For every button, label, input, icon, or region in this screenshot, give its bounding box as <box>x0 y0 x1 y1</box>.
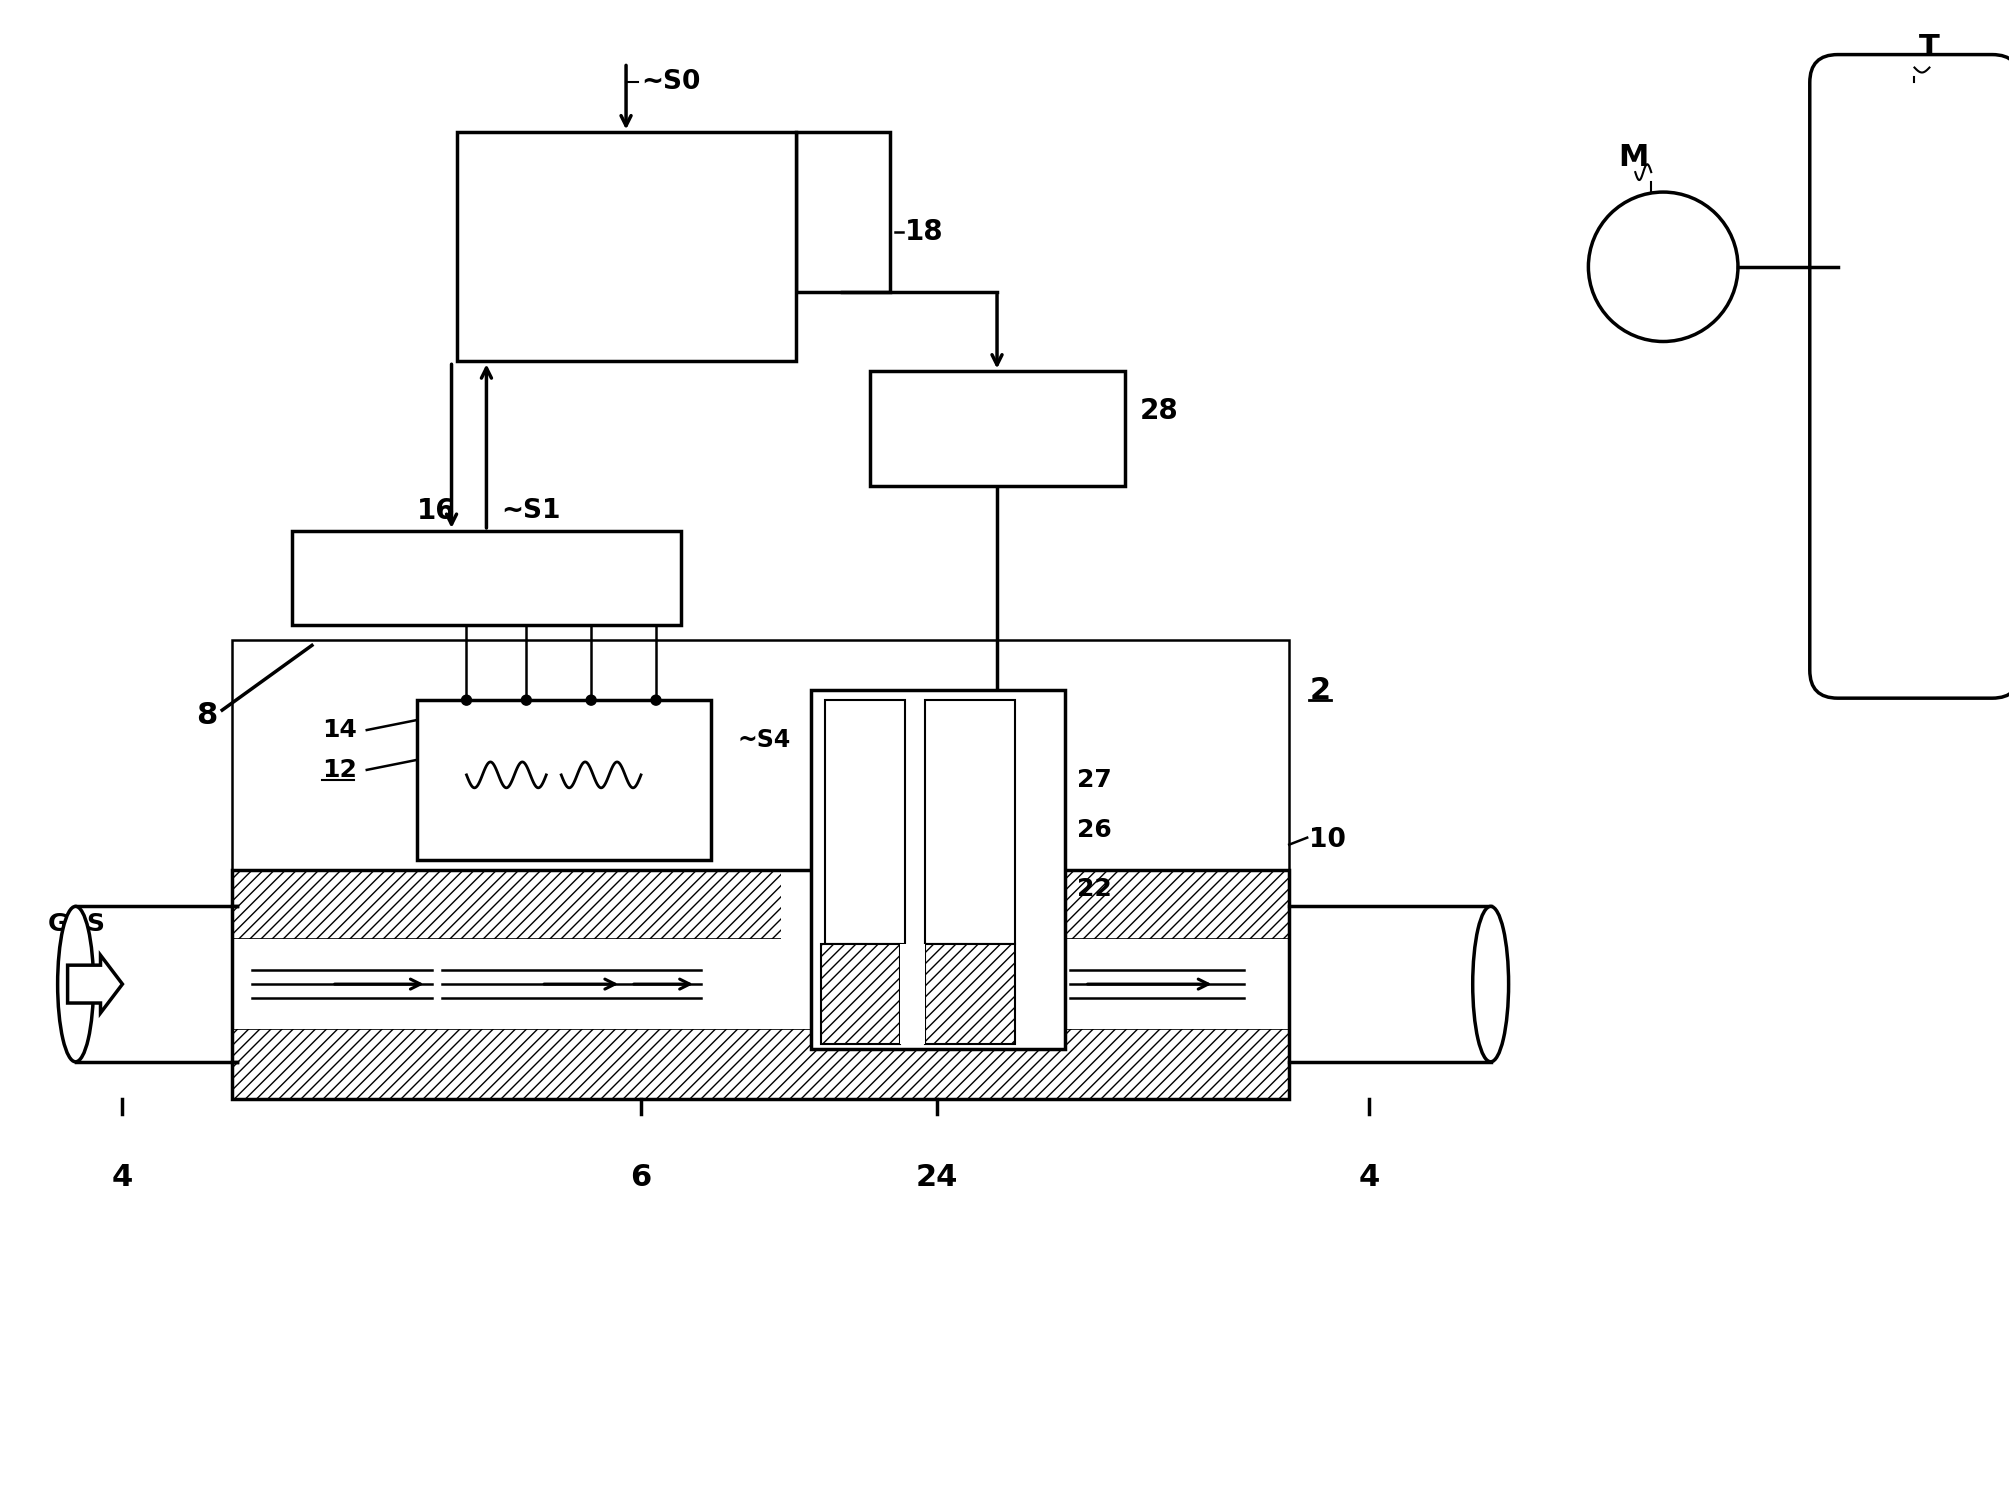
Ellipse shape <box>1473 906 1509 1062</box>
Text: 16: 16 <box>416 496 455 525</box>
Circle shape <box>1587 192 1738 342</box>
Bar <box>231 939 1290 1028</box>
Bar <box>926 700 1014 944</box>
Bar <box>292 531 680 626</box>
Bar <box>781 869 811 939</box>
Bar <box>457 132 795 361</box>
Text: MEANS: MEANS <box>559 256 692 288</box>
Text: SENSOR CIRCUIT: SENSOR CIRCUIT <box>388 569 583 588</box>
Bar <box>231 869 1290 1098</box>
Text: 4: 4 <box>113 1164 133 1192</box>
Text: ~S0: ~S0 <box>642 70 700 95</box>
Text: 6: 6 <box>630 1164 652 1192</box>
Circle shape <box>585 695 596 706</box>
Text: 27: 27 <box>1076 768 1111 792</box>
Text: M: M <box>1618 143 1648 172</box>
Text: ~S1: ~S1 <box>501 498 561 525</box>
Bar <box>825 700 905 944</box>
Text: 26: 26 <box>1076 817 1111 841</box>
Text: VALVE ACTUATION: VALVE ACTUATION <box>905 404 1088 422</box>
FancyArrow shape <box>68 955 123 1013</box>
Text: 14: 14 <box>322 718 356 742</box>
Text: CONTROL: CONTROL <box>537 196 716 229</box>
Bar <box>871 372 1125 486</box>
Bar <box>899 944 926 1043</box>
FancyBboxPatch shape <box>1809 55 2012 698</box>
Text: R1: R1 <box>491 799 523 820</box>
Circle shape <box>652 695 662 706</box>
Text: 4: 4 <box>1358 1164 1380 1192</box>
Bar <box>811 690 1064 1049</box>
Bar <box>231 869 1290 939</box>
Bar <box>795 132 891 291</box>
Bar <box>416 700 710 859</box>
Text: 12: 12 <box>322 758 356 782</box>
Text: 10: 10 <box>1310 826 1346 853</box>
Text: R4: R4 <box>585 799 618 820</box>
Bar <box>231 640 1290 1098</box>
Text: GAS: GAS <box>48 912 107 936</box>
Text: CIRCUIT: CIRCUIT <box>958 437 1038 455</box>
Bar <box>926 944 1014 1043</box>
Text: 18: 18 <box>905 218 944 245</box>
Text: 22: 22 <box>1076 877 1111 902</box>
Text: T: T <box>1919 33 1940 62</box>
Bar <box>821 944 899 1043</box>
Text: 28: 28 <box>1139 397 1179 425</box>
Text: 8: 8 <box>195 700 217 730</box>
Circle shape <box>461 695 471 706</box>
Text: 2: 2 <box>1310 676 1330 704</box>
Circle shape <box>521 695 531 706</box>
Text: 24: 24 <box>915 1164 958 1192</box>
Bar <box>231 1028 1290 1098</box>
Ellipse shape <box>58 906 93 1062</box>
Text: ~S4: ~S4 <box>736 728 791 752</box>
